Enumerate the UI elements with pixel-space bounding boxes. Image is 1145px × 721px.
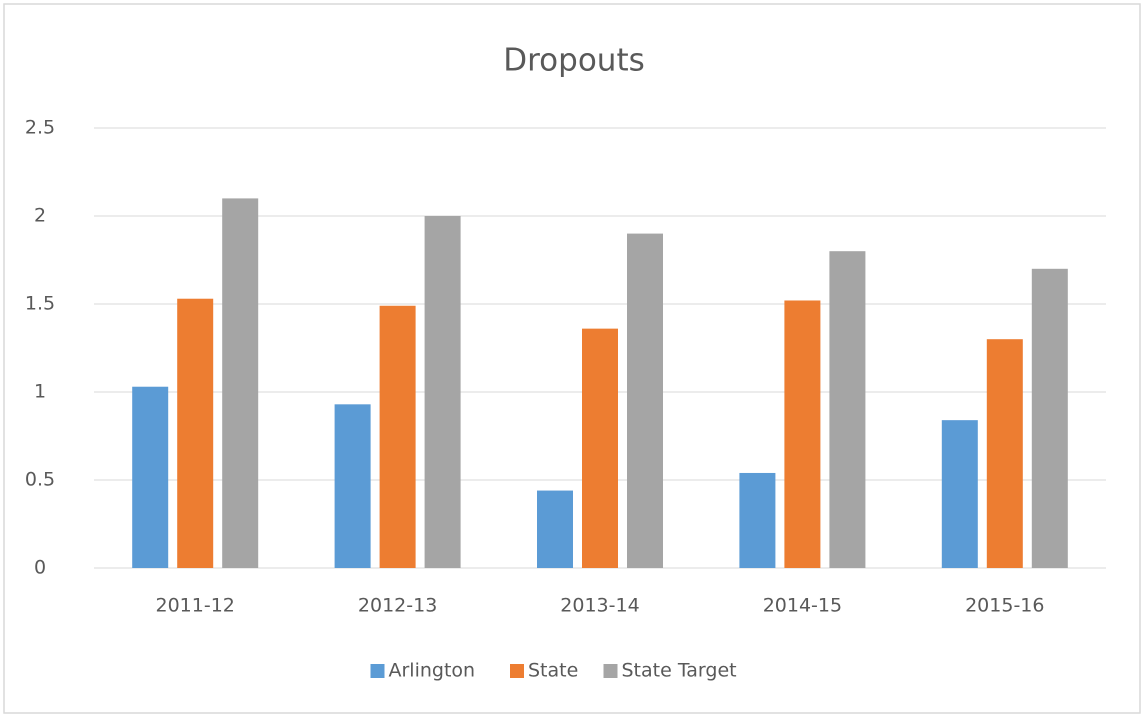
x-tick-label: 2011-12 <box>156 595 235 617</box>
bar <box>986 339 1023 568</box>
bar <box>424 216 461 568</box>
legend-swatch <box>510 664 524 678</box>
bar <box>739 472 776 568</box>
y-tick-label: 1.5 <box>25 293 55 315</box>
x-tick-label: 2014-15 <box>763 595 842 617</box>
legend-swatch <box>603 664 618 678</box>
y-tick-label: 2.5 <box>25 117 55 139</box>
bar <box>334 404 371 568</box>
bar <box>537 490 573 568</box>
x-tick-label: 2013-14 <box>560 595 639 617</box>
y-tick-label: 0 <box>34 557 46 579</box>
y-tick-label: 2 <box>34 205 46 227</box>
bar <box>177 298 214 568</box>
bar <box>1031 268 1068 568</box>
y-tick-label: 1 <box>34 381 46 403</box>
legend-label: State <box>528 660 578 682</box>
legend-label: Arlington <box>389 660 476 682</box>
bar <box>941 420 978 568</box>
x-tick-label: 2015-16 <box>965 595 1044 617</box>
bar <box>132 386 169 568</box>
y-tick-label: 0.5 <box>25 469 55 491</box>
bar <box>627 233 663 568</box>
bar <box>829 251 866 568</box>
bar <box>784 300 821 568</box>
bar <box>582 328 618 568</box>
chart-title: Dropouts <box>503 43 645 79</box>
bar <box>379 305 416 568</box>
bar <box>222 198 259 568</box>
x-tick-label: 2012-13 <box>358 595 437 617</box>
legend-label: State Target <box>622 660 737 682</box>
legend-swatch <box>370 664 385 678</box>
